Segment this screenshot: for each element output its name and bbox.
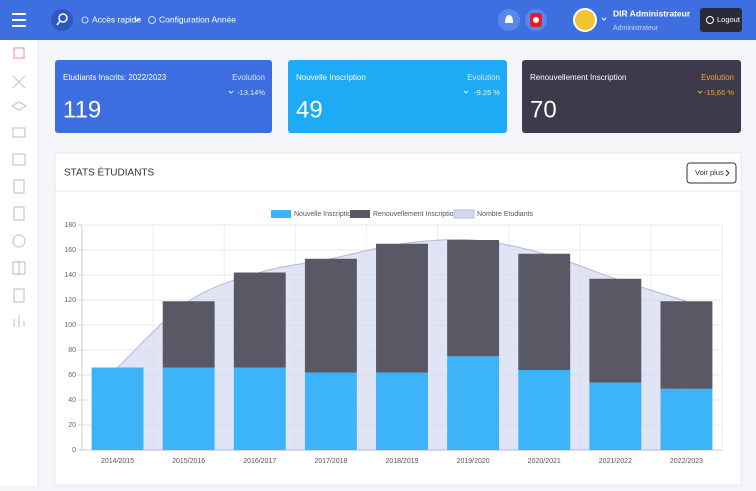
down-icon: [228, 90, 234, 94]
flag-icon: [533, 17, 539, 23]
avatar[interactable]: [573, 8, 597, 32]
legend-swatch: [350, 210, 370, 218]
x-tick-label: 2019/2020: [457, 458, 490, 465]
bar: [589, 382, 642, 450]
bar: [518, 253, 571, 370]
stat-card: [55, 60, 272, 133]
y-tick-label: 120: [64, 297, 76, 304]
y-tick-label: 40: [68, 397, 76, 404]
x-tick-label: 2020/2021: [528, 458, 561, 465]
x-tick-label: 2014/2015: [101, 458, 134, 465]
x-tick-label: 2017/2018: [314, 458, 347, 465]
bell-icon: [505, 15, 513, 23]
y-tick-label: 140: [64, 272, 76, 279]
card-value: 70: [530, 96, 557, 123]
card-value: 49: [296, 96, 323, 123]
user-role: Administrateur: [613, 25, 659, 32]
card-evolution-label: Evolution: [232, 73, 265, 82]
down-icon: [697, 90, 703, 94]
see-more-label[interactable]: Voir plus: [695, 168, 724, 177]
bar: [589, 278, 642, 383]
card-evolution: -15,66 %: [704, 88, 734, 97]
x-tick-label: 2016/2017: [243, 458, 276, 465]
y-tick-label: 160: [64, 247, 76, 254]
x-tick-label: 2015/2016: [172, 458, 205, 465]
icon: [81, 16, 89, 24]
icon: [148, 16, 156, 24]
x-tick-label: 2022/2023: [670, 458, 703, 465]
bar: [447, 356, 500, 450]
caret: [601, 17, 607, 21]
bar: [233, 367, 286, 450]
stat-card: [288, 60, 507, 133]
stat-card: [522, 60, 741, 133]
y-tick-label: 80: [68, 347, 76, 354]
y-tick-label: 100: [64, 322, 76, 329]
y-tick-label: 60: [68, 372, 76, 379]
config-link[interactable]: Configuration Année: [159, 14, 236, 24]
card-evolution-label: Evolution: [467, 73, 500, 82]
legend-swatch: [271, 210, 291, 218]
legend-label: Nombre Etudiants: [477, 211, 534, 218]
user-name: DIR Administrateur: [613, 8, 691, 18]
panel-title: STATS ÉTUDIANTS: [64, 166, 155, 179]
card-value: 119: [63, 96, 101, 123]
card-evolution: -9.26 %: [474, 88, 500, 97]
card-title: Renouvellement Inscription: [530, 73, 627, 82]
menu-button[interactable]: [12, 13, 26, 27]
chevron: [725, 169, 730, 177]
card-evolution-label: Evolution: [701, 73, 734, 82]
x-tick-label: 2021/2022: [599, 458, 632, 465]
legend-label: Nouvelle Inscription: [294, 211, 355, 218]
icon: [706, 16, 714, 24]
bar: [447, 240, 500, 357]
bar: [376, 243, 428, 373]
bar: [91, 367, 144, 450]
bar: [162, 367, 215, 450]
bar: [518, 370, 571, 450]
bar: [376, 372, 428, 450]
bar: [660, 301, 713, 389]
chart: 0 20 40 60 80 100 120 140 160 180 2014/2015 2015/20…: [64, 209, 723, 465]
bar: [660, 388, 713, 450]
y-tick-label: 0: [72, 447, 76, 454]
card-evolution: -13.14%: [237, 88, 265, 97]
bar: [162, 301, 215, 368]
card-title: Nouvelle Inscription: [296, 73, 366, 82]
y-tick-label: 20: [68, 422, 76, 429]
see-more-button[interactable]: [686, 162, 737, 184]
bar: [304, 372, 357, 450]
bar: [233, 272, 286, 368]
cards: Etudiants Inscrits: 2022/2023 Evolution -1…: [55, 60, 741, 133]
bar: [304, 258, 357, 373]
card-title: Etudiants Inscrits: 2022/2023: [63, 73, 167, 82]
x-tick-label: 2018/2019: [385, 458, 418, 465]
logout-button[interactable]: [700, 8, 742, 32]
top-bar: [0, 0, 756, 40]
logout-label[interactable]: Logout: [717, 15, 741, 24]
quick-access[interactable]: Accès rapide: [92, 14, 141, 24]
caret: [133, 17, 141, 22]
legend-label: Renouvellement Inscription: [373, 211, 458, 218]
legend-swatch: [453, 209, 475, 219]
sidebar-icons[interactable]: [10, 47, 28, 327]
search-button[interactable]: [51, 9, 73, 31]
down-icon: [463, 90, 469, 94]
y-tick-label: 180: [64, 222, 76, 229]
